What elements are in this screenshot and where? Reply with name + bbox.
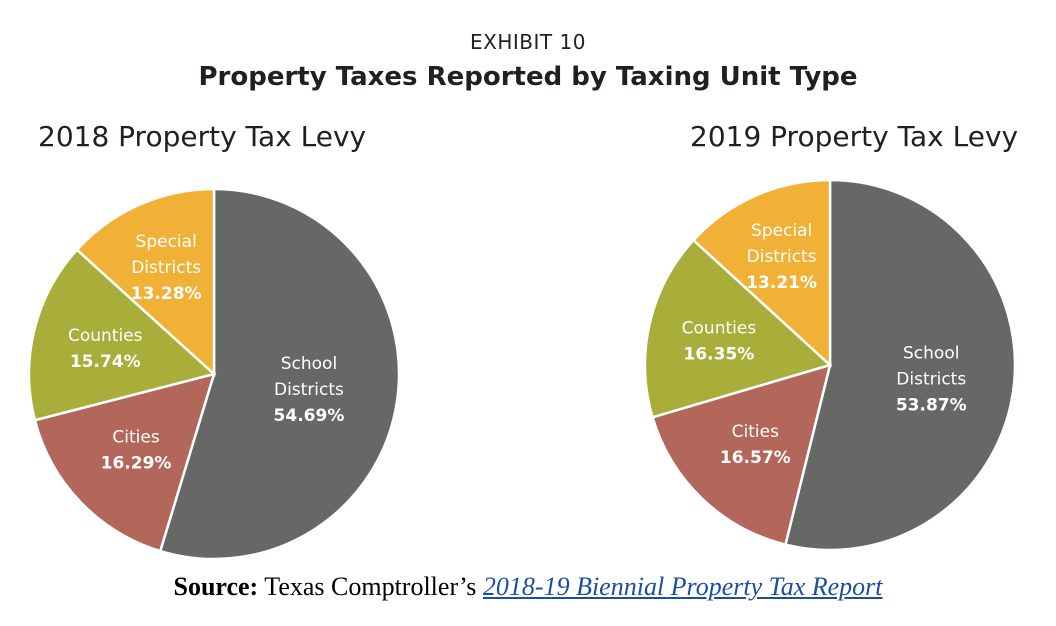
pie-slice-cities-2019 (650, 363, 832, 547)
slice-name-line-school-2018: School (281, 354, 337, 374)
slice-label-special-2018: Special Districts 13.28% (131, 232, 202, 304)
source-text: Texas Comptroller’s (264, 572, 477, 601)
source-label: Source: (173, 572, 259, 601)
pie-slice-school-2018 (158, 187, 401, 561)
slice-label-special-2019: Special Districts 13.21% (746, 221, 817, 293)
pie-slice-school-2019 (783, 178, 1017, 552)
slice-name-line-special-2019: Special (751, 221, 812, 241)
slice-name-line-special-2018: Special (136, 232, 197, 252)
slice-label-counties-2018: Counties 15.74% (68, 326, 143, 372)
pie-chart-2018: School Districts 54.69% Cities 16.29% Countie… (27, 187, 401, 561)
slice-label-school-2019: School Districts 53.87% (896, 343, 967, 415)
slice-value-counties-2018: 15.74% (70, 352, 141, 372)
slice-name-line-school-2019: Districts (896, 369, 966, 389)
pie-slice-cities-2018 (33, 372, 216, 553)
pie-chart-2019: School Districts 53.87% Cities 16.57% Countie… (643, 178, 1017, 552)
exhibit-number: EXHIBIT 10 (470, 30, 586, 54)
pie-slice-counties-2019 (643, 238, 833, 419)
slice-label-cities-2019: Cities 16.57% (720, 422, 791, 468)
slice-value-special-2018: 13.28% (131, 284, 202, 304)
chart-title-2018: 2018 Property Tax Levy (38, 120, 367, 153)
slice-name-line-counties-2018: Counties (68, 326, 143, 346)
slice-label-cities-2018: Cities 16.29% (101, 428, 172, 474)
page-title: Property Taxes Reported by Taxing Unit T… (198, 62, 858, 92)
pie-slice-special-2018 (75, 187, 216, 377)
slice-label-counties-2019: Counties 16.35% (682, 318, 757, 364)
slice-value-special-2019: 13.21% (746, 273, 817, 293)
slice-value-cities-2018: 16.29% (101, 454, 172, 474)
source-report-link[interactable]: 2018-19 Biennial Property Tax Report (482, 572, 883, 601)
source-note: Source: Texas Comptroller’s 2018-19 Bien… (0, 572, 1056, 602)
pie-slice-special-2019 (691, 178, 832, 368)
slice-name-line-cities-2018: Cities (112, 428, 159, 448)
slice-name-line-special-2018: Districts (131, 258, 201, 278)
slice-name-line-cities-2019: Cities (732, 422, 779, 442)
slice-value-school-2018: 54.69% (274, 406, 345, 426)
pie-slice-counties-2018 (27, 247, 217, 422)
slice-value-cities-2019: 16.57% (720, 448, 791, 468)
slice-name-line-school-2018: Districts (274, 380, 344, 400)
slice-name-line-school-2019: School (903, 343, 959, 363)
slice-value-school-2019: 53.87% (896, 395, 967, 415)
chart-title-2019: 2019 Property Tax Levy (690, 120, 1019, 153)
slice-value-counties-2019: 16.35% (684, 344, 755, 364)
slice-name-line-special-2019: Districts (747, 247, 817, 267)
slice-name-line-counties-2019: Counties (682, 318, 757, 338)
slice-label-school-2018: School Districts 54.69% (274, 354, 345, 426)
